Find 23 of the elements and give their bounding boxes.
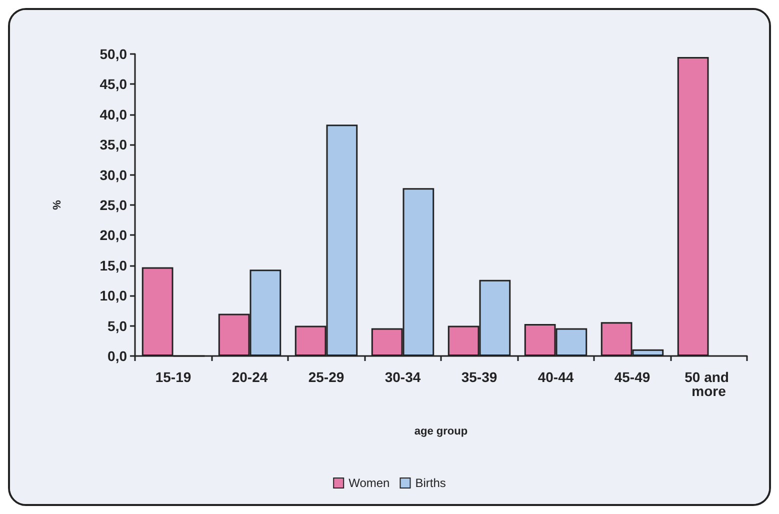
y-axis-title: % [52,200,64,210]
y-tick-label: 30,0 [100,166,128,183]
legend-label: Women [348,476,390,490]
x-axis-title: age group [414,426,468,438]
y-tick-label: 15,0 [100,257,128,274]
y-tick-label: 20,0 [100,227,128,244]
x-tick-label: 45-49 [614,369,650,385]
y-tick-label: 40,0 [100,106,128,122]
legend-label: Births [415,476,446,490]
x-tick-label: 35-39 [461,369,498,385]
y-tick-label: 10,0 [100,288,128,304]
y-tick-label: 45,0 [100,76,128,92]
y-tick-label: 0,0 [108,348,128,364]
x-tick-label: 20-24 [232,369,268,385]
x-tick-label: 30-34 [384,369,421,385]
y-tick-label: 25,0 [100,197,128,213]
x-tick-label: 25-29 [308,369,344,385]
y-tick-label: 50,0 [100,46,128,62]
x-tick-label: 40-44 [538,369,574,385]
y-tick-label: 35,0 [100,136,128,153]
x-tick-label: 15-19 [155,369,192,385]
x-tick-label: 50 and more [684,369,733,399]
y-tick-label: 5,0 [108,318,128,334]
